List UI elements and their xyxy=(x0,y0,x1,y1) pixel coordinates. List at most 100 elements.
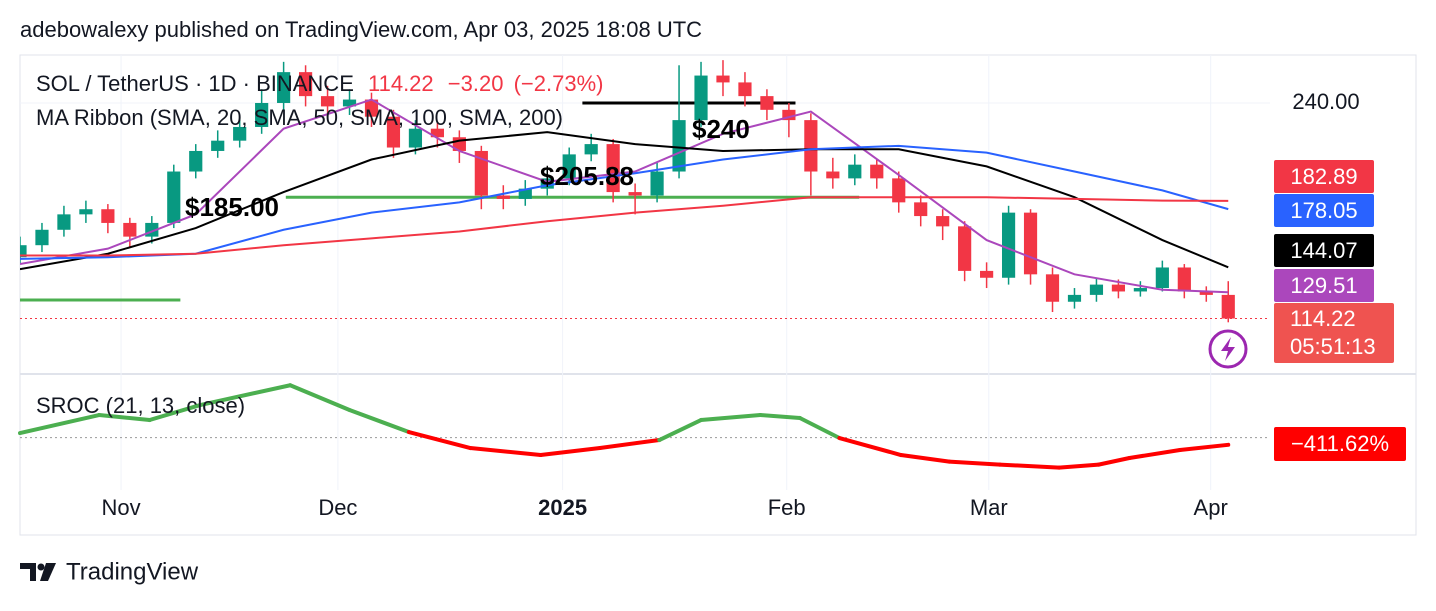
candle-body xyxy=(298,72,313,97)
candle-body xyxy=(408,128,423,148)
candle-body xyxy=(386,116,401,148)
moving-average xyxy=(20,196,1229,257)
x-tick-label: Dec xyxy=(318,495,357,520)
candle-body xyxy=(342,99,357,107)
ma-label-box xyxy=(1274,160,1374,193)
candle-body xyxy=(320,96,335,107)
brand: TradingView xyxy=(66,558,199,585)
sroc-segment xyxy=(797,416,842,441)
lightning-icon xyxy=(1208,329,1248,369)
countdown: 05:51:13 xyxy=(1290,334,1376,359)
sroc-segment xyxy=(947,459,1002,467)
x-tick-label: Apr xyxy=(1194,495,1228,520)
candle-body xyxy=(958,226,972,271)
candle-body xyxy=(804,120,818,172)
sroc-segment xyxy=(468,446,543,458)
sroc-segment xyxy=(837,436,903,458)
candle-body xyxy=(914,202,928,217)
x-tick-label: Nov xyxy=(101,495,140,520)
x-tick-label: 2025 xyxy=(538,495,587,520)
candle-body xyxy=(716,75,730,83)
candle-body xyxy=(980,270,994,278)
candle-body xyxy=(233,126,247,141)
ma-label: 144.07 xyxy=(1290,238,1357,263)
moving-average xyxy=(20,131,1229,271)
sroc-label-box xyxy=(1274,427,1406,461)
candle-body xyxy=(672,120,686,172)
indicator-label: MA Ribbon (SMA, 20, SMA, 50, SMA, 100, S… xyxy=(36,105,563,130)
candle-body xyxy=(1221,294,1235,319)
sroc-segment xyxy=(1177,442,1231,453)
candle-body xyxy=(79,209,93,215)
candle-body xyxy=(606,144,620,193)
candle-body xyxy=(430,128,444,138)
candle-body xyxy=(936,216,950,227)
change: −3.20 xyxy=(448,71,504,96)
candle-body xyxy=(255,102,269,127)
candle-body xyxy=(189,150,203,172)
candle-body xyxy=(1155,267,1169,289)
candle-body xyxy=(694,75,708,121)
grid: Nov Dec 2025 Feb Mar Apr 240.00 xyxy=(20,55,1360,520)
last-price-box xyxy=(1274,303,1394,363)
candle-body xyxy=(20,245,27,258)
candle-body xyxy=(1177,267,1191,292)
candle-body xyxy=(101,209,115,223)
annotation: $240 xyxy=(692,114,750,144)
candle-body xyxy=(738,82,752,97)
candle-body xyxy=(496,195,510,199)
candle-body xyxy=(123,222,137,237)
candle-body xyxy=(474,150,488,196)
annotation: $185.00 xyxy=(185,192,279,222)
candle-body xyxy=(364,99,379,117)
candle-body xyxy=(628,192,642,196)
moving-average xyxy=(20,144,1229,260)
moving-average xyxy=(20,98,1229,294)
sroc-title: SROC (21, 13, close) xyxy=(36,393,245,418)
sroc-segment xyxy=(898,453,952,464)
price-pane xyxy=(20,60,1270,323)
symbol: SOL / TetherUS · 1D · BINANCE xyxy=(36,71,354,96)
ma-label: 178.05 xyxy=(1290,198,1357,223)
sroc-label: −411.62% xyxy=(1291,431,1389,456)
candle-body xyxy=(35,229,49,246)
candle-body xyxy=(277,72,291,103)
sroc-segment xyxy=(288,383,352,413)
candle-body xyxy=(826,171,840,179)
last-price: 114.22 xyxy=(368,71,434,96)
candle-body xyxy=(562,154,576,179)
change-pct: (−2.73%) xyxy=(514,71,604,96)
candle-body xyxy=(1133,288,1147,292)
candle-body xyxy=(167,171,181,223)
candle-body xyxy=(782,109,796,121)
candle-body xyxy=(1199,291,1213,295)
candle-body xyxy=(650,171,664,196)
sroc-pane xyxy=(18,383,1270,470)
candle-body xyxy=(1045,274,1060,302)
last-price-label: 114.22 xyxy=(1290,306,1356,331)
sroc-segment xyxy=(1096,456,1132,467)
candle-body xyxy=(1023,212,1038,275)
x-tick-label: Mar xyxy=(970,495,1008,520)
frame xyxy=(19,54,1417,536)
sroc-segment xyxy=(758,413,802,421)
candle-body xyxy=(518,188,532,199)
sroc-segment xyxy=(597,438,662,451)
candle-body xyxy=(870,164,884,179)
brand-logo xyxy=(20,563,56,581)
sroc-segment xyxy=(147,403,203,423)
sroc-segment xyxy=(198,383,293,408)
byline: adebowalexy published on TradingView.com… xyxy=(20,17,702,42)
ma-label-box xyxy=(1274,234,1374,267)
sroc-segment xyxy=(97,413,152,423)
candle-body xyxy=(848,164,862,179)
annotation: $205.88 xyxy=(540,161,634,191)
candle-body xyxy=(892,178,906,203)
candle-body xyxy=(1089,284,1104,295)
sroc-segment xyxy=(1057,462,1101,470)
ma-label: 182.89 xyxy=(1290,164,1357,189)
sroc-segment xyxy=(657,418,704,443)
sroc-segment xyxy=(997,462,1062,470)
